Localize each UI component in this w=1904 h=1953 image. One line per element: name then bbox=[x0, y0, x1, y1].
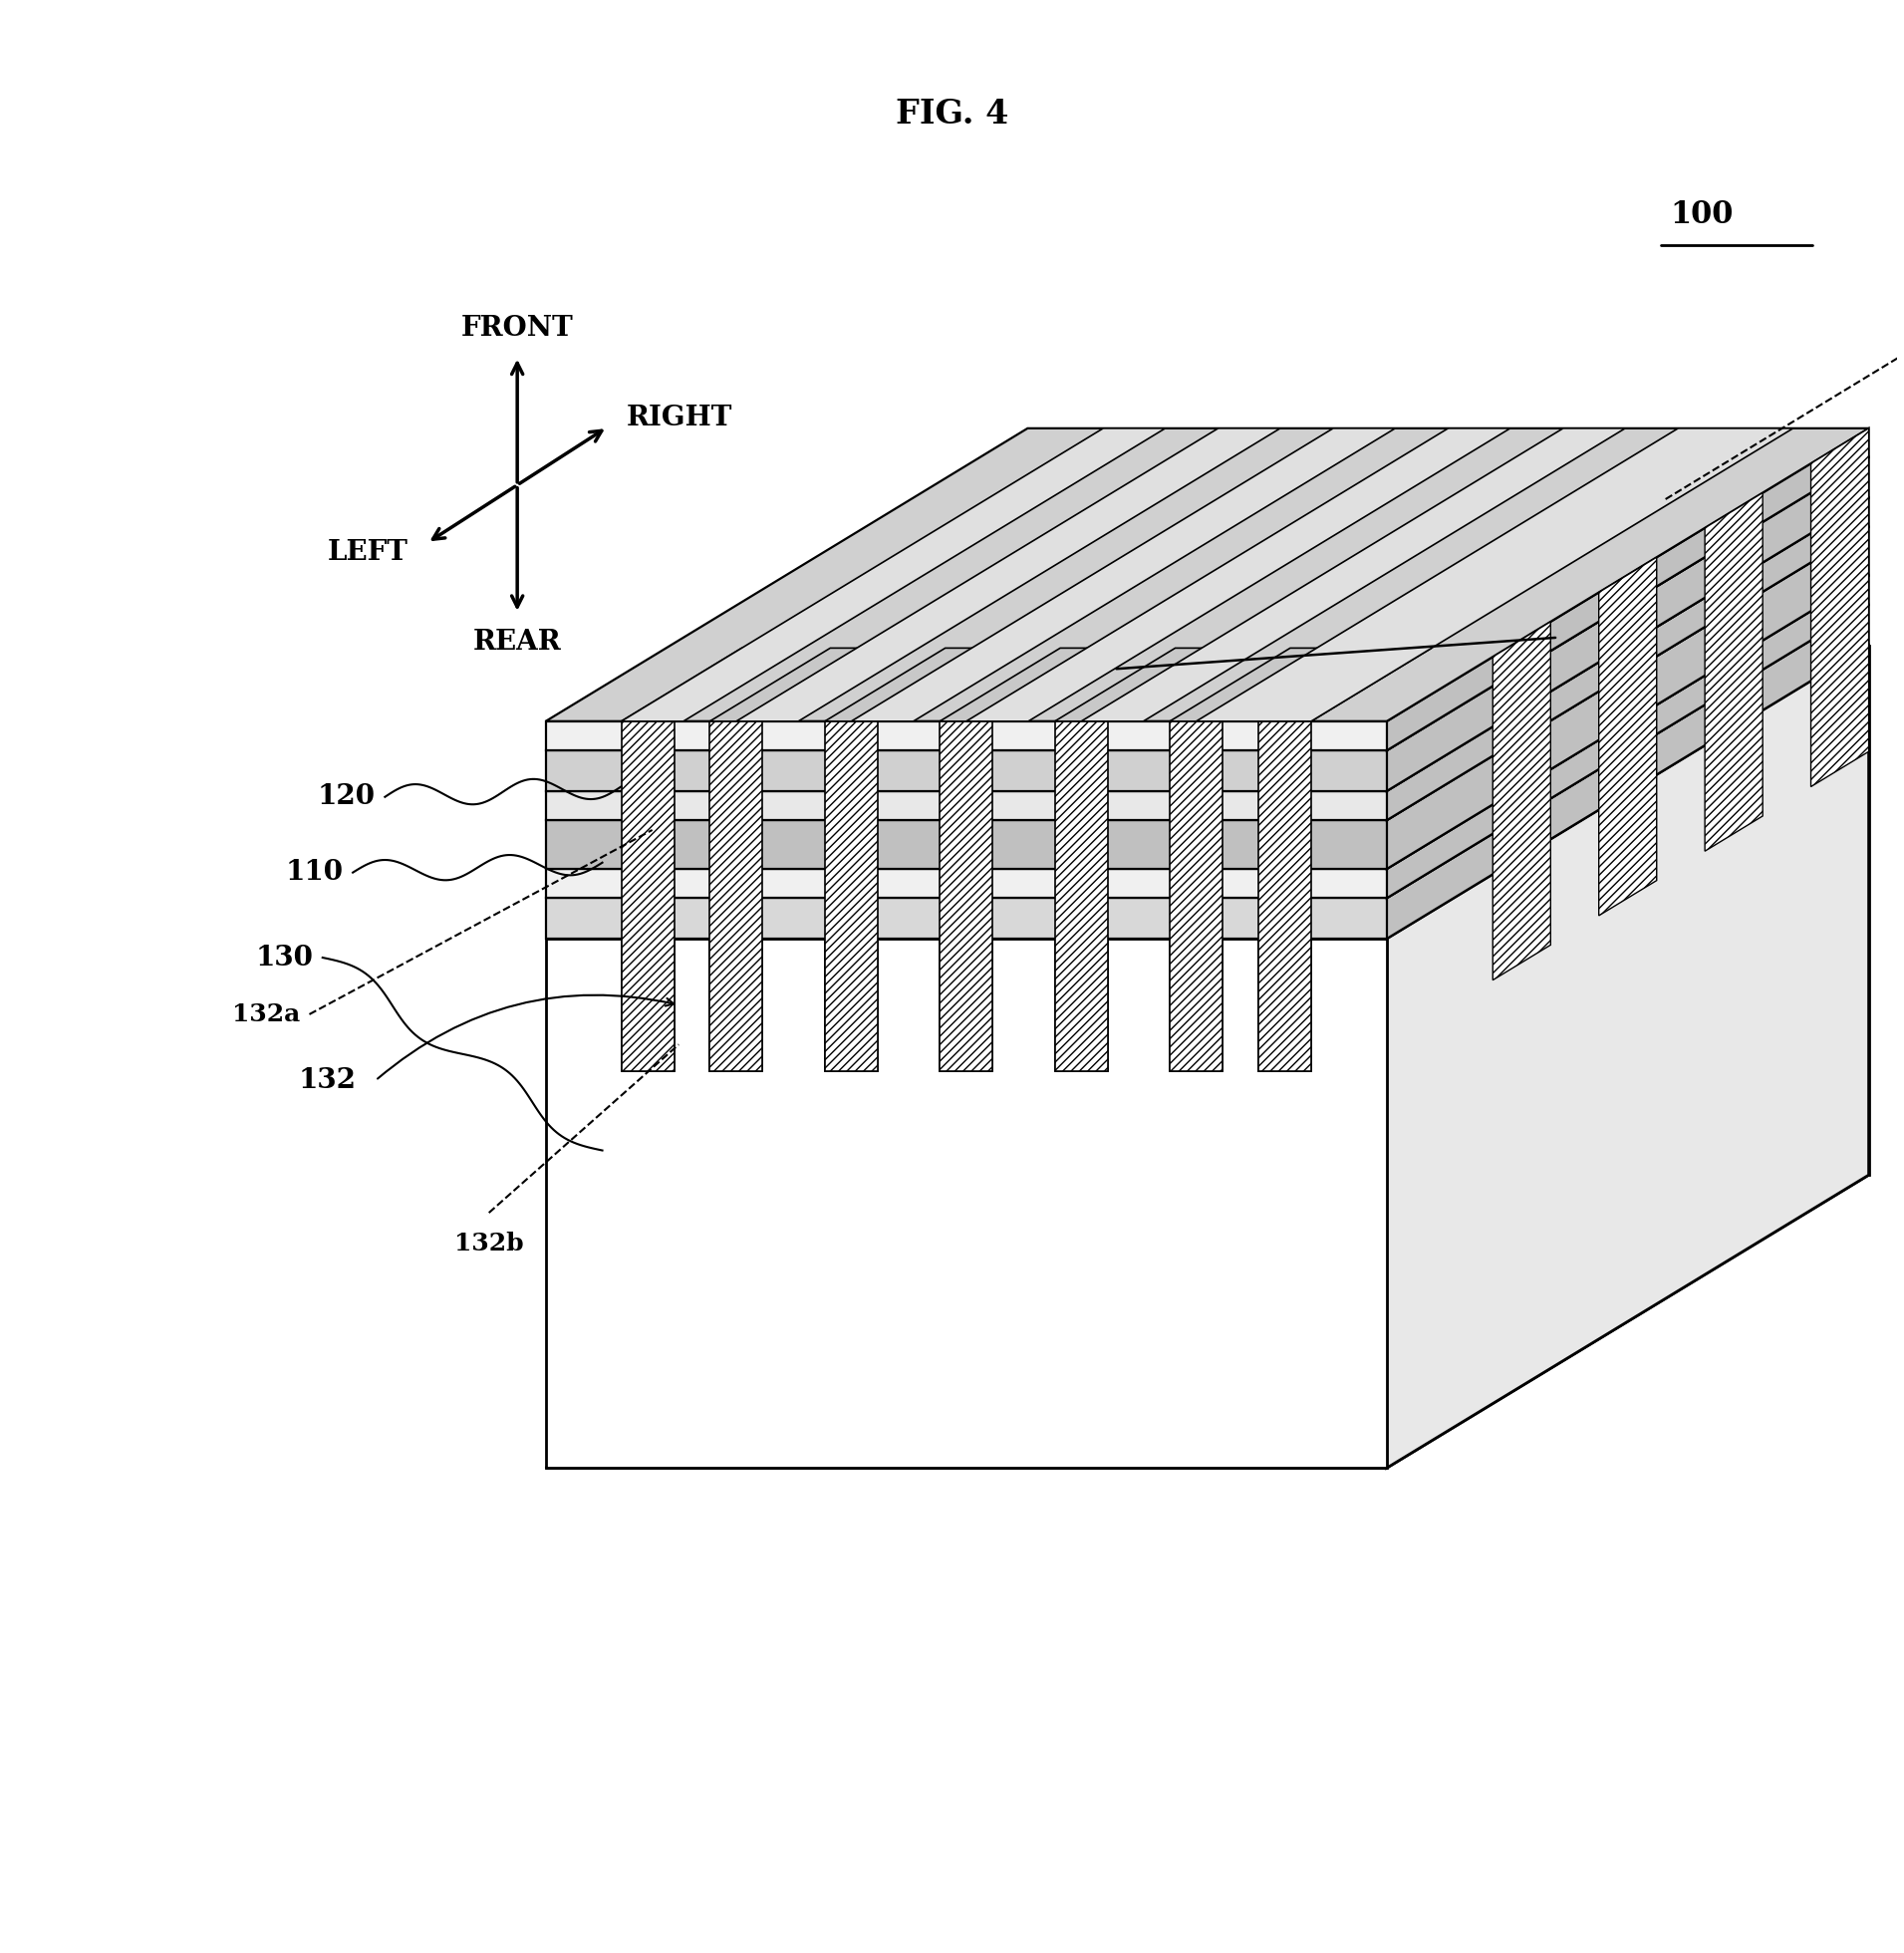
Polygon shape bbox=[1259, 721, 1312, 1070]
Text: 130: 130 bbox=[255, 943, 312, 971]
Polygon shape bbox=[1169, 939, 1222, 1070]
Polygon shape bbox=[1055, 648, 1228, 721]
Polygon shape bbox=[1055, 939, 1108, 1070]
Polygon shape bbox=[941, 648, 1114, 721]
Polygon shape bbox=[546, 1176, 1868, 1469]
Text: 100: 100 bbox=[1670, 199, 1733, 230]
Polygon shape bbox=[621, 721, 674, 1070]
Polygon shape bbox=[1386, 527, 1868, 869]
Polygon shape bbox=[1599, 557, 1656, 916]
Text: REAR: REAR bbox=[472, 629, 562, 656]
Polygon shape bbox=[710, 648, 883, 721]
Polygon shape bbox=[1386, 646, 1868, 1469]
Polygon shape bbox=[546, 939, 1386, 1469]
Polygon shape bbox=[546, 898, 1386, 939]
Text: LEFT: LEFT bbox=[327, 539, 407, 566]
Polygon shape bbox=[1386, 576, 1868, 898]
Polygon shape bbox=[737, 428, 1279, 721]
Polygon shape bbox=[546, 820, 1386, 869]
Text: FRONT: FRONT bbox=[461, 314, 573, 342]
Polygon shape bbox=[546, 750, 1386, 791]
Polygon shape bbox=[824, 721, 878, 1070]
Text: 132: 132 bbox=[299, 1066, 356, 1094]
Polygon shape bbox=[546, 791, 1386, 820]
Polygon shape bbox=[1259, 648, 1432, 721]
Text: 132a: 132a bbox=[232, 1002, 301, 1025]
Polygon shape bbox=[1386, 605, 1868, 939]
Polygon shape bbox=[1704, 492, 1763, 852]
Polygon shape bbox=[1386, 457, 1868, 791]
Polygon shape bbox=[824, 648, 998, 721]
Polygon shape bbox=[1169, 721, 1222, 1070]
Polygon shape bbox=[546, 721, 1386, 750]
Polygon shape bbox=[1081, 428, 1626, 721]
Polygon shape bbox=[1169, 648, 1342, 721]
Text: FIG. 4: FIG. 4 bbox=[895, 98, 1009, 131]
Polygon shape bbox=[941, 939, 992, 1070]
Polygon shape bbox=[941, 721, 992, 1070]
Polygon shape bbox=[1028, 646, 1868, 1176]
Polygon shape bbox=[1055, 721, 1108, 1070]
Text: 120: 120 bbox=[318, 783, 375, 810]
Polygon shape bbox=[965, 428, 1510, 721]
Polygon shape bbox=[710, 721, 764, 1070]
Text: 110: 110 bbox=[286, 859, 343, 887]
Polygon shape bbox=[1386, 498, 1868, 820]
Polygon shape bbox=[1196, 428, 1794, 721]
Polygon shape bbox=[546, 869, 1386, 898]
Polygon shape bbox=[546, 457, 1868, 750]
Polygon shape bbox=[710, 939, 764, 1070]
Polygon shape bbox=[1386, 428, 1868, 750]
Polygon shape bbox=[824, 939, 878, 1070]
Polygon shape bbox=[546, 498, 1868, 791]
Text: RIGHT: RIGHT bbox=[626, 404, 733, 432]
Polygon shape bbox=[621, 428, 1165, 721]
Polygon shape bbox=[621, 648, 794, 721]
Polygon shape bbox=[1259, 939, 1312, 1070]
Polygon shape bbox=[546, 605, 1868, 898]
Text: 132b: 132b bbox=[455, 1232, 524, 1256]
Polygon shape bbox=[1493, 621, 1550, 980]
Polygon shape bbox=[1811, 428, 1868, 787]
Polygon shape bbox=[546, 527, 1868, 820]
Polygon shape bbox=[621, 939, 674, 1070]
Polygon shape bbox=[546, 428, 1868, 721]
Polygon shape bbox=[851, 428, 1396, 721]
Polygon shape bbox=[546, 576, 1868, 869]
